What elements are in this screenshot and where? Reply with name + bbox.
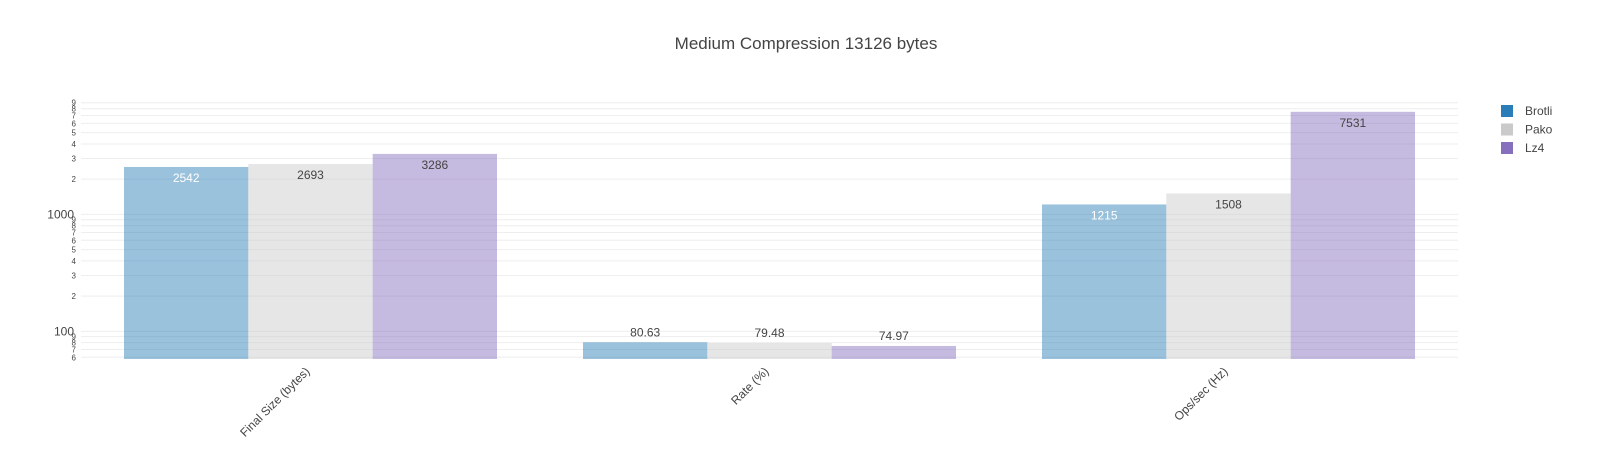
- y-minor-tick-label: 6: [72, 353, 77, 362]
- legend-item-lz4[interactable]: Lz4: [1501, 141, 1545, 155]
- legend-label: Brotli: [1525, 104, 1552, 118]
- y-minor-tick-label: 9: [72, 333, 77, 342]
- bar-lz4: [831, 345, 956, 359]
- legend-swatch: [1501, 142, 1513, 154]
- chart-title: Medium Compression 13126 bytes: [675, 34, 938, 53]
- bar-pako: [707, 342, 832, 359]
- y-minor-tick-label: 6: [72, 236, 77, 245]
- legend-label: Lz4: [1525, 141, 1545, 155]
- bar-value-label: 1508: [1215, 197, 1242, 211]
- bar-value-label: 74.97: [879, 329, 909, 343]
- legend-item-brotli[interactable]: Brotli: [1501, 104, 1552, 118]
- legend-label: Pako: [1525, 123, 1553, 137]
- bar-brotli: [124, 166, 249, 359]
- legend-swatch: [1501, 123, 1513, 136]
- y-minor-tick-label: 3: [72, 155, 77, 164]
- bar-brotli: [1042, 204, 1167, 359]
- y-tick-label: 100: [54, 324, 74, 338]
- y-minor-tick-label: 8: [72, 222, 77, 231]
- legend[interactable]: Brotli Pako Lz4: [1501, 104, 1553, 155]
- y-minor-tick-label: 6: [72, 119, 77, 128]
- x-axis-categories: Final Size (bytes) Rate (%) Ops/sec (Hz): [237, 364, 1230, 439]
- y-minor-tick-label: 8: [72, 339, 77, 348]
- bar-value-label: 80.63: [630, 325, 660, 339]
- y-minor-tick-label: 8: [72, 105, 77, 114]
- bar-value-label: 2542: [173, 171, 200, 185]
- bars: [124, 111, 1415, 360]
- y-minor-tick-label: 4: [72, 140, 77, 149]
- bar-value-label: 1215: [1091, 208, 1118, 222]
- bar-value-label: 7531: [1339, 116, 1366, 130]
- y-minor-tick-label: 4: [72, 257, 77, 266]
- y-minor-tick-label: 3: [72, 272, 77, 281]
- grid-lines: [81, 102, 1458, 358]
- bar-value-label: 3286: [421, 158, 448, 172]
- bar-lz4: [1290, 111, 1415, 360]
- bar-labels: 2542 2693 3286 80.63 79.48 74.97 1215 1508 7531: [173, 116, 1367, 343]
- legend-item-pako[interactable]: Pako: [1501, 123, 1553, 137]
- bar-brotli: [583, 342, 708, 359]
- x-category-label: Rate (%): [728, 364, 771, 407]
- y-minor-tick-label: 9: [72, 99, 77, 108]
- bar-lz4: [372, 153, 497, 359]
- bar-value-label: 79.48: [754, 326, 784, 340]
- y-minor-tick-label: 5: [72, 246, 77, 255]
- y-minor-tick-label: 5: [72, 129, 77, 138]
- y-minor-tick-label: 2: [72, 175, 77, 184]
- y-minor-tick-label: 7: [72, 228, 77, 237]
- x-category-label: Final Size (bytes): [237, 364, 312, 439]
- bar-value-label: 2693: [297, 168, 324, 182]
- legend-swatch: [1501, 105, 1513, 117]
- y-tick-label: 1000: [47, 207, 74, 221]
- y-minor-tick-label: 7: [72, 345, 77, 354]
- x-category-label: Ops/sec (Hz): [1171, 364, 1230, 423]
- bar-pako: [1166, 193, 1291, 359]
- y-minor-tick-label: 2: [72, 292, 77, 301]
- y-minor-tick-label: 9: [72, 216, 77, 225]
- bar-pako: [248, 164, 373, 359]
- y-minor-tick-label: 7: [72, 112, 77, 121]
